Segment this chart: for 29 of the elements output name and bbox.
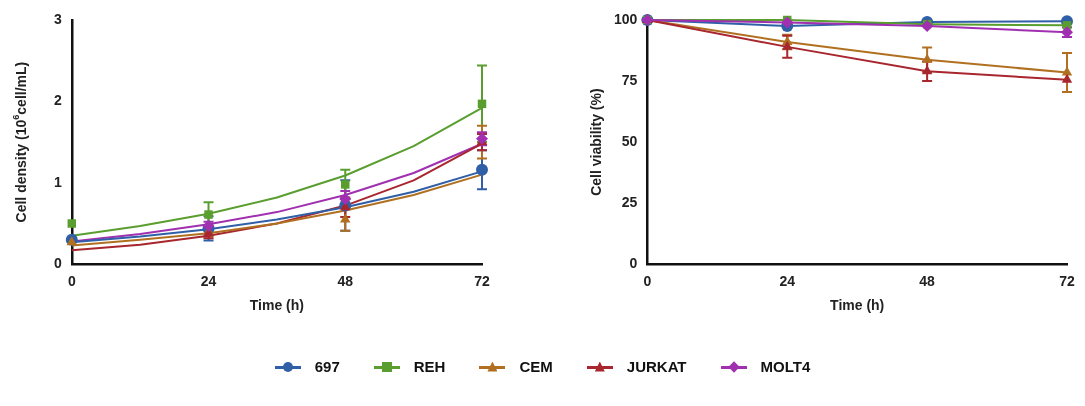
y-tick-label: 0	[629, 255, 638, 272]
y-axis-title: Cell density (106cell/mL)	[11, 61, 29, 223]
x-tick-label: 72	[474, 273, 490, 290]
x-tick-label: 72	[1059, 273, 1075, 290]
y-tick-label: 1	[53, 173, 62, 190]
y-tick-label: 3	[53, 10, 62, 27]
point	[476, 163, 488, 176]
x-tick-label: 0	[643, 273, 652, 290]
y-tick-label: 2	[53, 92, 62, 109]
y-axis-title: Cell viability (%)	[588, 88, 605, 196]
legend-label: MOLT4	[760, 358, 811, 375]
x-axis-title: Time (h)	[249, 297, 304, 314]
legend-label: CEM	[519, 358, 553, 375]
point	[204, 210, 213, 219]
legend-label: 697	[314, 358, 340, 375]
x-axis-title: Time (h)	[830, 297, 885, 314]
y-tick-label: 0	[53, 255, 62, 272]
point	[67, 219, 77, 228]
x-tick-label: 48	[919, 273, 936, 290]
legend-label: REH	[413, 358, 446, 375]
y-tick-label: 50	[621, 132, 638, 149]
x-tick-label: 24	[200, 273, 217, 290]
legend-label: JURKAT	[626, 358, 687, 375]
y-tick-label: 75	[621, 71, 638, 88]
x-tick-label: 48	[337, 273, 354, 290]
y-tick-label: 100	[614, 10, 638, 27]
y-tick-label: 25	[621, 194, 638, 211]
x-tick-label: 24	[779, 273, 796, 290]
x-tick-label: 0	[67, 273, 76, 290]
